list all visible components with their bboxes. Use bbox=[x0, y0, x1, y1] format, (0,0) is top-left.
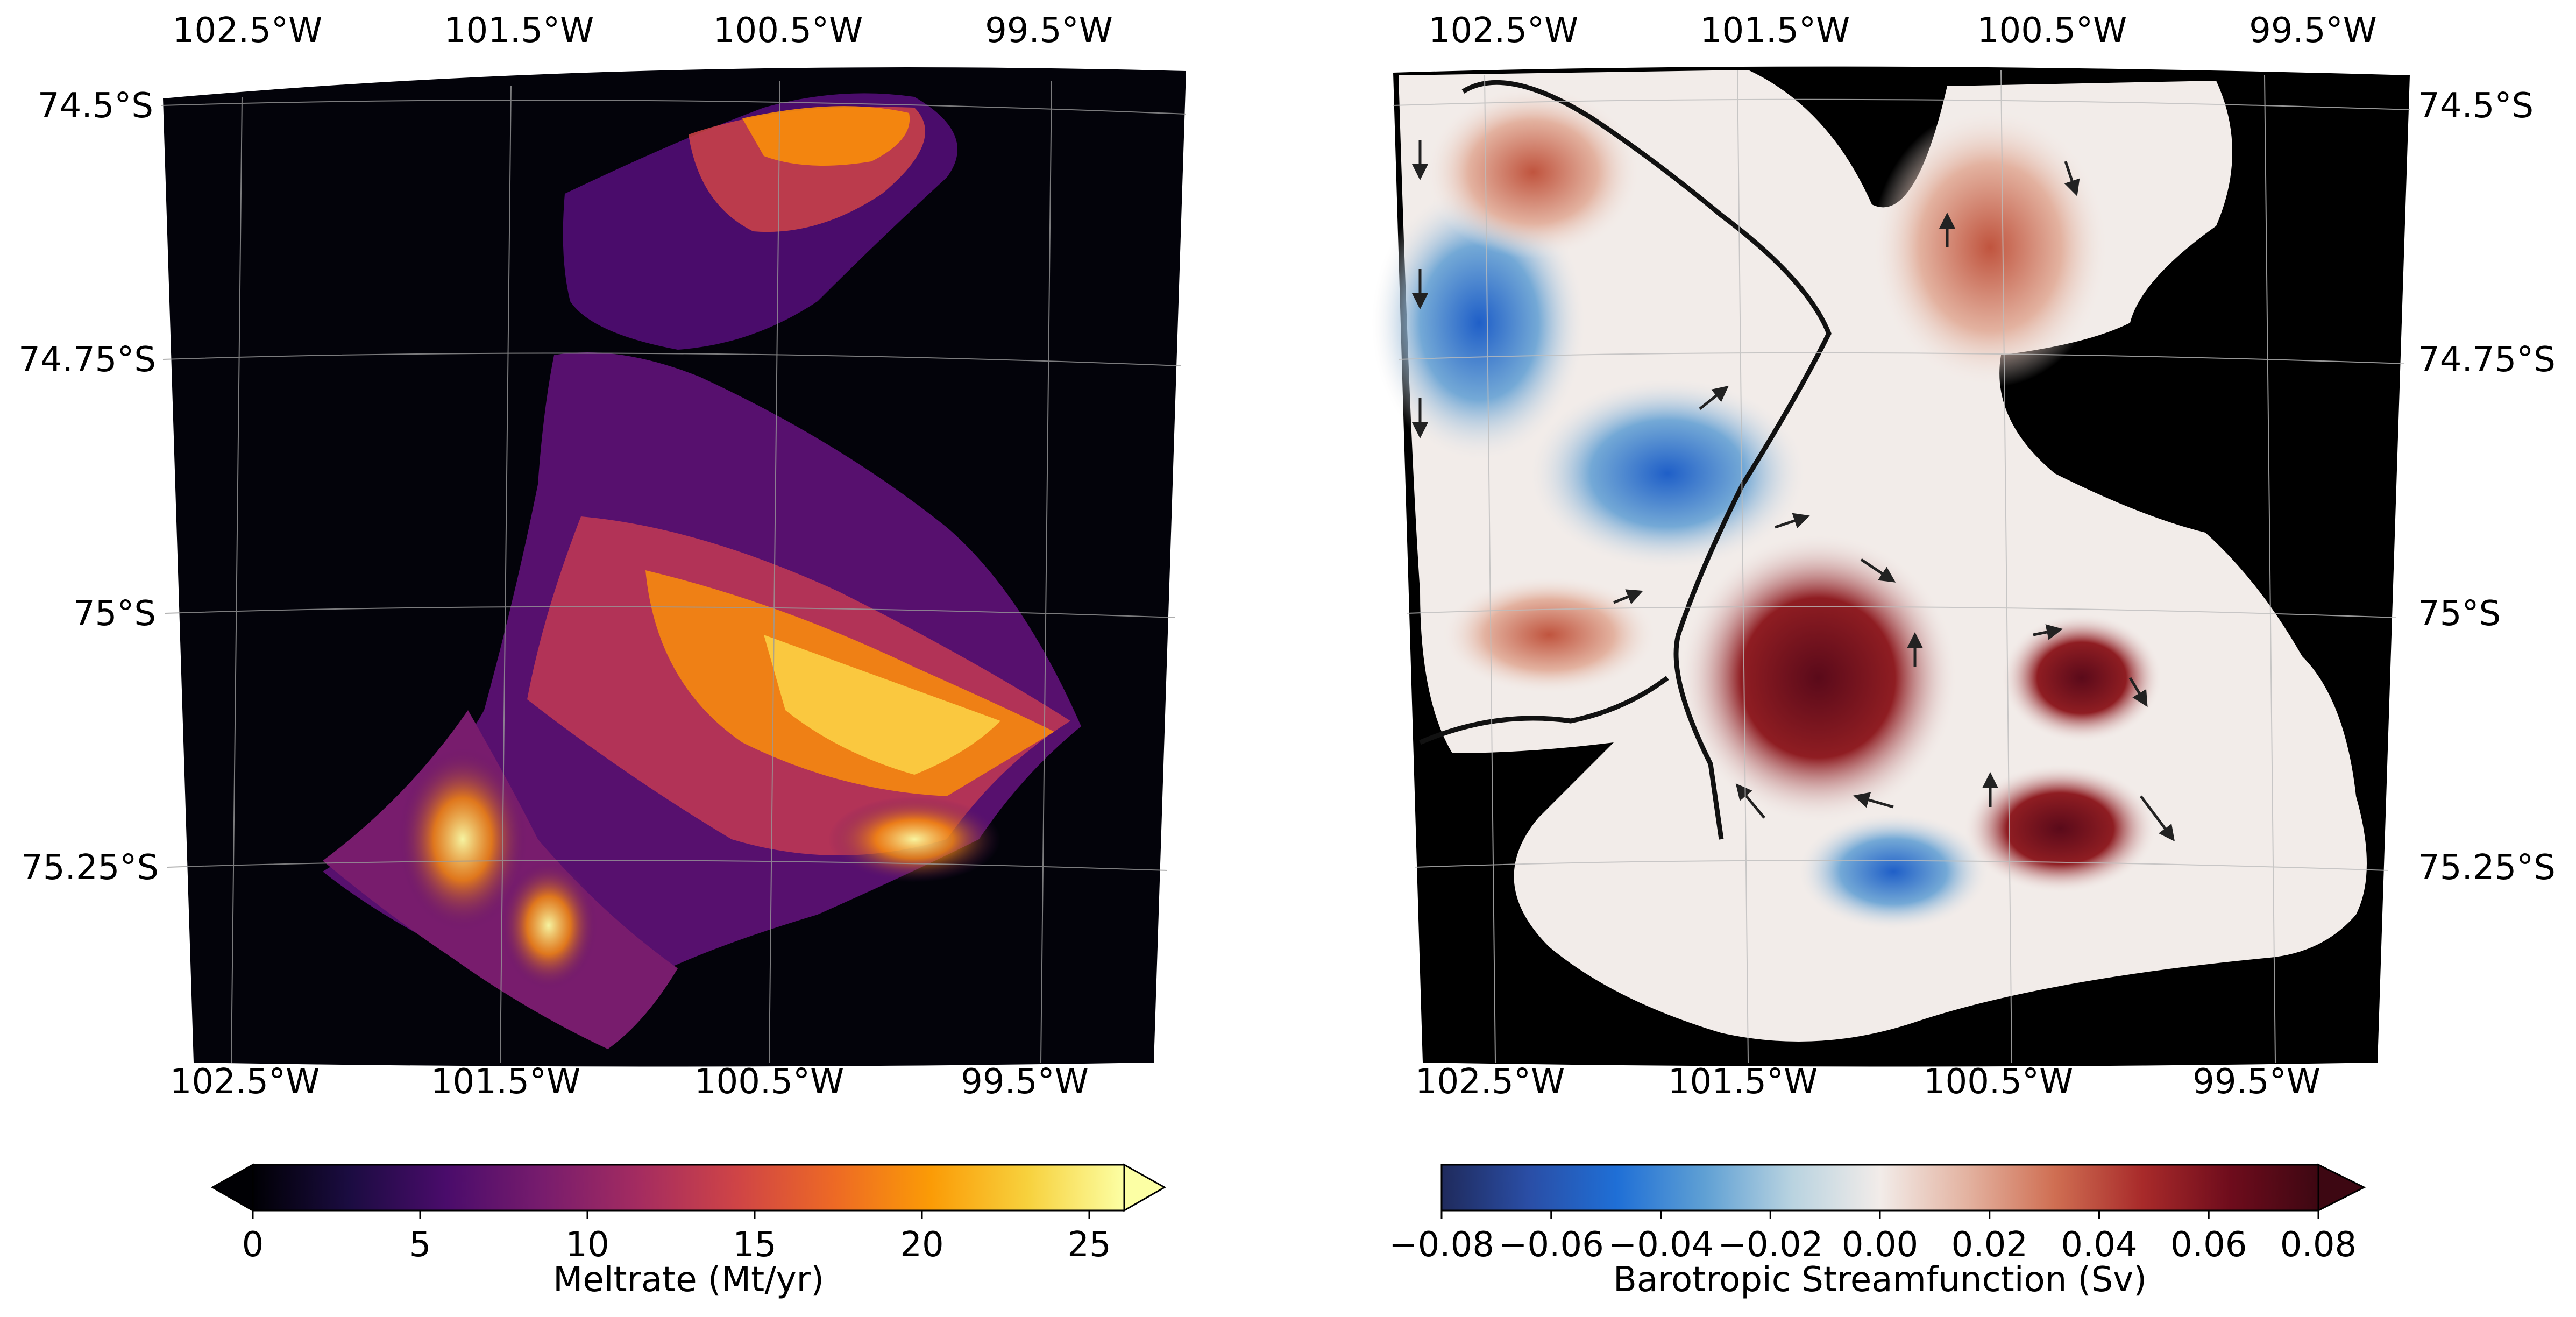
streamfunction-lon-ticks-top: 102.5°W 101.5°W 100.5°W 99.5°W bbox=[1429, 11, 2377, 51]
streamfunction-lat-ticks: 74.5°S 74.75°S 75°S 75.25°S bbox=[2418, 86, 2556, 888]
lon-tick-label: 101.5°W bbox=[1700, 11, 1850, 51]
lat-tick-label: 75.25°S bbox=[2418, 848, 2556, 888]
lon-tick-label: 99.5°W bbox=[985, 11, 1113, 51]
colorbar-tick-label: 0 bbox=[242, 1225, 264, 1265]
streamfunction-map-panel: 102.5°W 101.5°W 100.5°W 99.5°W 102.5°W 1… bbox=[1372, 11, 2556, 1102]
meltrate-field bbox=[323, 93, 1081, 1049]
lat-tick-label: 74.75°S bbox=[2418, 340, 2556, 380]
meltrate-lon-ticks-bottom: 102.5°W 101.5°W 100.5°W 99.5°W bbox=[170, 1062, 1089, 1102]
colorbar-tick-label: 20 bbox=[900, 1225, 943, 1265]
colorbar-tick-label: 25 bbox=[1067, 1225, 1111, 1265]
lon-tick-label: 101.5°W bbox=[431, 1062, 581, 1102]
colorbar-tick-label: 10 bbox=[565, 1225, 609, 1265]
lon-tick-label: 102.5°W bbox=[1429, 11, 1579, 51]
lon-tick-label: 101.5°W bbox=[1668, 1062, 1818, 1102]
colorbar-tick-label: 5 bbox=[409, 1225, 431, 1265]
meltrate-colorbar: 0 5 10 15 20 25 Meltrate (Mt/yr) bbox=[210, 1163, 1167, 1300]
meltrate-lon-ticks-top: 102.5°W 101.5°W 100.5°W 99.5°W bbox=[173, 11, 1113, 51]
lon-tick-label: 100.5°W bbox=[694, 1062, 845, 1102]
lon-tick-label: 100.5°W bbox=[1924, 1062, 2074, 1102]
lon-tick-label: 102.5°W bbox=[173, 11, 323, 51]
streamfunction-colorbar: −0.08 −0.06 −0.04 −0.02 0.00 0.02 0.04 0.06 0.08… bbox=[1389, 1163, 2366, 1300]
meltrate-lat-ticks: 74.5°S 74.75°S 75°S 75.25°S bbox=[18, 86, 159, 888]
colorbar-tick-label: 0.02 bbox=[1951, 1225, 2028, 1265]
meltrate-colorbar-label: Meltrate (Mt/yr) bbox=[553, 1260, 824, 1300]
lon-tick-label: 101.5°W bbox=[444, 11, 594, 51]
meltrate-gridlines bbox=[161, 80, 1187, 1063]
lat-tick-label: 75°S bbox=[73, 594, 156, 634]
colorbar-tick-label: 0.00 bbox=[1842, 1225, 1919, 1265]
lat-tick-label: 74.5°S bbox=[2418, 86, 2534, 126]
lon-tick-label: 100.5°W bbox=[1977, 11, 2127, 51]
streamfunction-colorbar-fill bbox=[1440, 1164, 2319, 1212]
meltrate-colorbar-extend-min bbox=[210, 1163, 254, 1212]
lon-tick-label: 102.5°W bbox=[1415, 1062, 1565, 1102]
ice-front-line bbox=[1419, 80, 1832, 840]
lon-tick-label: 102.5°W bbox=[170, 1062, 320, 1102]
colorbar-tick-label: 0.06 bbox=[2170, 1225, 2247, 1265]
colorbar-tick-label: 15 bbox=[733, 1225, 776, 1265]
lat-tick-label: 75°S bbox=[2418, 594, 2501, 634]
colorbar-tick-label: 0.08 bbox=[2280, 1225, 2357, 1265]
colorbar-tick-label: 0.04 bbox=[2061, 1225, 2138, 1265]
lon-tick-label: 99.5°W bbox=[2249, 11, 2377, 51]
meltrate-map-panel: 102.5°W 101.5°W 100.5°W 99.5°W 102.5°W 1… bbox=[18, 11, 1187, 1102]
lon-tick-label: 100.5°W bbox=[713, 11, 863, 51]
meltrate-colorbar-extend-max bbox=[1123, 1163, 1167, 1212]
velocity-arrows bbox=[1412, 140, 2175, 841]
lat-tick-label: 75.25°S bbox=[21, 848, 159, 888]
meltrate-colorbar-fill bbox=[252, 1164, 1125, 1212]
colorbar-tick-label: −0.02 bbox=[1718, 1225, 1823, 1265]
colorbar-tick-label: −0.06 bbox=[1499, 1225, 1604, 1265]
streamfunction-lon-ticks-bottom: 102.5°W 101.5°W 100.5°W 99.5°W bbox=[1415, 1062, 2320, 1102]
streamfunction-colorbar-extend-max bbox=[2317, 1163, 2366, 1212]
lat-tick-label: 74.5°S bbox=[38, 86, 153, 126]
streamfunction-colorbar-label: Barotropic Streamfunction (Sv) bbox=[1613, 1260, 2147, 1300]
lat-tick-label: 74.75°S bbox=[18, 340, 156, 380]
colorbar-tick-label: −0.08 bbox=[1389, 1225, 1494, 1265]
lon-tick-label: 99.5°W bbox=[2192, 1062, 2320, 1102]
lon-tick-label: 99.5°W bbox=[961, 1062, 1089, 1102]
colorbar-tick-label: −0.04 bbox=[1608, 1225, 1713, 1265]
streamfunction-gridlines bbox=[1393, 69, 2410, 1063]
streamfunction-field bbox=[1372, 70, 2367, 1042]
